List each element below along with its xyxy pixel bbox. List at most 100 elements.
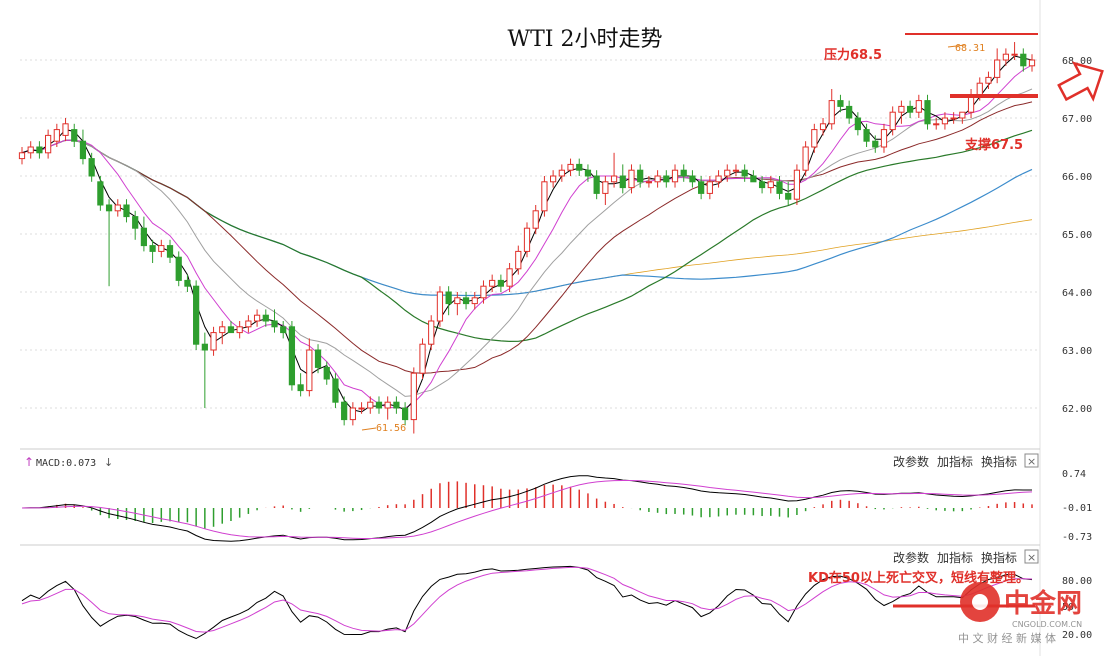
- candle-body: [401, 407, 409, 421]
- candle-body: [227, 326, 235, 334]
- add-indicator-button[interactable]: 加指标: [937, 454, 973, 469]
- candle-body: [994, 59, 1001, 78]
- candle-body: [698, 181, 705, 194]
- candle-body: [393, 401, 400, 409]
- candle-body: [471, 297, 478, 305]
- candle-body: [706, 181, 713, 194]
- candle-body: [506, 268, 513, 287]
- price-tick-label: 66.00: [1062, 172, 1092, 183]
- candle-body: [863, 129, 870, 142]
- candle-body: [45, 134, 52, 154]
- candle-body: [819, 123, 827, 131]
- switch-indicator-button[interactable]: 换指标: [981, 550, 1017, 565]
- macd-panel-buttons: 改参数 加指标 换指标 ×: [893, 453, 1039, 469]
- candle-body: [306, 349, 313, 392]
- watermark-logo: 中金网 CNGOLD.COM.CN 中 文 财 经 新 媒 体: [958, 582, 1082, 645]
- candle-body: [245, 320, 252, 328]
- close-icon-glyph[interactable]: ×: [1027, 551, 1036, 564]
- macd-label: ↑ MACD:0.073 ↓: [24, 455, 113, 469]
- support-label: 支撑67.5: [964, 137, 1023, 153]
- candle-body: [428, 320, 435, 345]
- close-icon[interactable]: [1024, 453, 1039, 468]
- candle-body: [915, 100, 922, 113]
- svg-text:↓: ↓: [104, 456, 113, 469]
- candle-body: [933, 123, 940, 126]
- candle-body: [497, 279, 504, 287]
- candle-body: [36, 146, 43, 154]
- kd-tick: 20.00: [1062, 630, 1092, 641]
- candle-body: [79, 140, 87, 160]
- candle-body: [837, 100, 844, 107]
- candle-body: [18, 152, 26, 160]
- candle-body: [341, 401, 348, 421]
- candle-body: [271, 320, 278, 328]
- candle-body: [811, 129, 818, 148]
- high-mark-label: 68.31: [955, 43, 985, 54]
- candle-body: [114, 204, 121, 212]
- candle-body: [349, 407, 356, 421]
- kd-d-line: [21, 566, 1033, 633]
- close-icon[interactable]: [1024, 549, 1039, 564]
- candle-body: [105, 204, 113, 212]
- candle-body: [741, 169, 748, 177]
- macd-tick: 0.74: [1062, 469, 1086, 480]
- candle-body: [288, 326, 296, 386]
- candle-body: [610, 175, 618, 183]
- price-axis-ticks: 68.00 67.00 66.00 65.00 64.00 63.00 62.00: [1062, 56, 1092, 415]
- candle-body: [550, 175, 557, 183]
- candle-body: [88, 158, 95, 177]
- right-arrow-icon: [1057, 61, 1104, 102]
- candle-body: [593, 175, 600, 194]
- kd-tick: 80.00: [1062, 576, 1092, 587]
- candle-body: [297, 384, 304, 392]
- add-indicator-button[interactable]: 加指标: [937, 550, 973, 565]
- candle-body: [219, 326, 226, 334]
- candle-body: [62, 123, 69, 136]
- kd-k-line: [21, 565, 1033, 640]
- candle-body: [889, 111, 896, 131]
- candle-body: [689, 175, 696, 183]
- candle-body: [175, 256, 182, 281]
- candle-body: [436, 291, 444, 322]
- candle-body: [880, 129, 888, 148]
- svg-text:↑: ↑: [24, 455, 34, 469]
- candle-body: [332, 378, 339, 403]
- change-params-button[interactable]: 改参数: [893, 454, 929, 469]
- macd-tick: -0.73: [1062, 532, 1092, 543]
- macd-dif-line: [21, 475, 1032, 542]
- candle-body: [941, 117, 949, 125]
- macd-dea-line: [21, 480, 1033, 539]
- low-mark-label: 61.56: [376, 423, 406, 434]
- candle-body: [758, 181, 766, 189]
- candle-body: [253, 314, 261, 322]
- candle-body: [419, 343, 426, 374]
- candle-body: [567, 163, 574, 171]
- candle-body: [976, 82, 983, 96]
- switch-indicator-button[interactable]: 换指标: [981, 454, 1017, 469]
- candle-body: [97, 181, 104, 206]
- ma10-line: [21, 64, 1033, 409]
- candle-body: [358, 407, 365, 410]
- candle-body: [184, 279, 191, 287]
- candle-body: [750, 175, 757, 183]
- candle-body: [985, 76, 992, 84]
- candle-body: [480, 285, 487, 299]
- candle-body: [71, 129, 78, 142]
- candle-body: [619, 175, 626, 189]
- change-params-button[interactable]: 改参数: [893, 550, 929, 565]
- candle-body: [280, 326, 287, 334]
- candle-body: [906, 105, 914, 113]
- kd-note: KD在50以上死亡交叉，短线有整理。: [808, 570, 1029, 586]
- candle-body: [854, 117, 861, 131]
- close-icon-glyph[interactable]: ×: [1027, 455, 1036, 468]
- watermark-site: CNGOLD.COM.CN: [1012, 620, 1082, 629]
- candle-body: [384, 401, 391, 409]
- candles: [18, 42, 1036, 434]
- candle-body: [637, 169, 644, 183]
- candle-body: [1011, 53, 1018, 56]
- candle-body: [802, 146, 809, 171]
- gridlines: [20, 59, 1040, 409]
- candle-body: [785, 192, 792, 200]
- candle-body: [323, 366, 330, 380]
- candle-body: [645, 181, 653, 184]
